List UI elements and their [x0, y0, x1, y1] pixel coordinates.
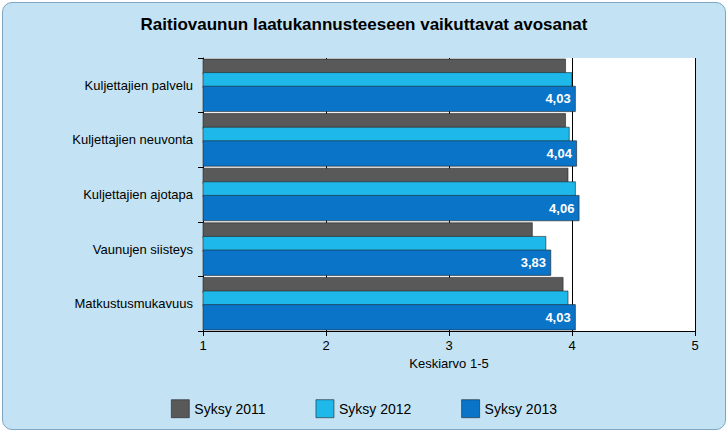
svg-text:3,83: 3,83 — [521, 255, 546, 270]
svg-text:4,04: 4,04 — [547, 146, 573, 161]
svg-text:Syksy 2013: Syksy 2013 — [485, 401, 558, 417]
svg-text:Vaunujen siisteys: Vaunujen siisteys — [93, 242, 194, 257]
svg-text:4,06: 4,06 — [549, 201, 574, 216]
svg-text:4,03: 4,03 — [545, 91, 570, 106]
svg-text:Keskiarvo 1-5: Keskiarvo 1-5 — [409, 356, 488, 371]
svg-text:Syksy 2011: Syksy 2011 — [194, 401, 266, 417]
svg-text:Raitiovaunun laatukannusteesee: Raitiovaunun laatukannusteeseen vaikutta… — [141, 15, 588, 34]
svg-text:1: 1 — [199, 338, 206, 353]
svg-text:Matkustusmukavuus: Matkustusmukavuus — [75, 296, 194, 311]
svg-text:2: 2 — [322, 338, 329, 353]
svg-text:3: 3 — [445, 338, 452, 353]
svg-text:4: 4 — [568, 338, 575, 353]
svg-text:Kuljettajien ajotapa: Kuljettajien ajotapa — [83, 187, 194, 202]
svg-text:Syksy 2012: Syksy 2012 — [339, 401, 412, 417]
svg-text:Kuljettajien palvelu: Kuljettajien palvelu — [85, 78, 193, 93]
svg-text:4,03: 4,03 — [545, 310, 570, 325]
svg-text:Kuljettajien neuvonta: Kuljettajien neuvonta — [72, 132, 193, 147]
svg-text:5: 5 — [691, 338, 698, 353]
